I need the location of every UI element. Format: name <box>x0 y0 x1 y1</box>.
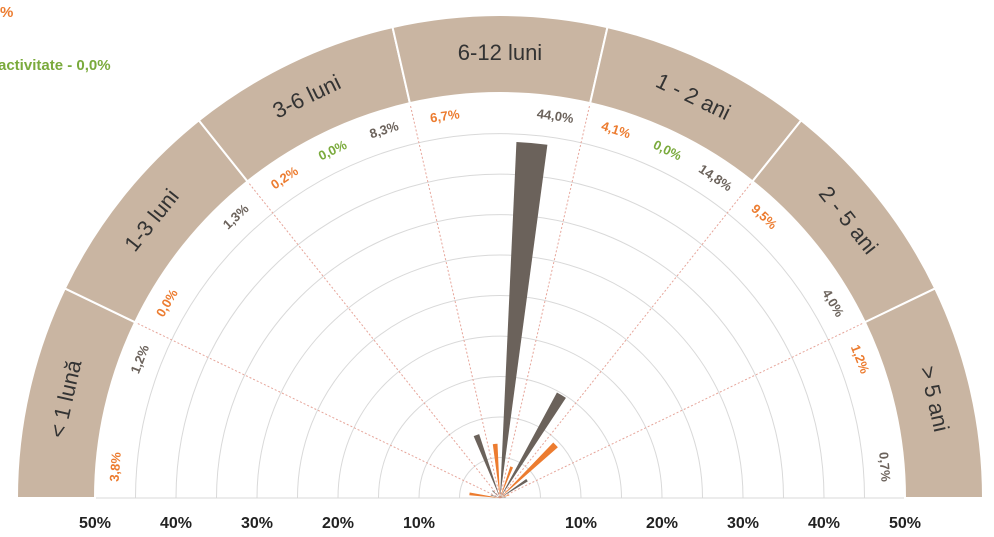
bar-orange <box>500 442 558 498</box>
value-label-dark: 44,0% <box>536 106 575 126</box>
value-label-orange: 4,1% <box>600 118 633 141</box>
value-label-orange: 6,7% <box>429 106 461 125</box>
bar-orange <box>499 496 500 498</box>
sector-divider <box>499 181 753 499</box>
axis-tick-right: 30% <box>727 515 759 532</box>
bar-dark <box>492 490 500 498</box>
bar-dark <box>500 478 528 498</box>
grid-ring <box>216 214 784 499</box>
value-label-dark: 8,3% <box>368 118 401 141</box>
axis-tick-right: 50% <box>889 515 921 532</box>
value-label-orange: 3,8% <box>107 451 124 482</box>
bar-dark <box>473 434 500 498</box>
axis-tick-right: 40% <box>808 515 840 532</box>
legend-entry: activitate - 0,0% <box>0 57 111 74</box>
sector-divider <box>499 103 591 499</box>
radial-axis-ticks: 50% 40% 30% 20% 10% 10% 20% 30% 40% 50% <box>79 515 921 532</box>
bar-orange <box>469 492 500 498</box>
value-label-dark: 1,3% <box>220 201 252 233</box>
value-label-orange: 9,5% <box>748 201 780 233</box>
axis-tick-left: 20% <box>322 515 354 532</box>
legend: % activitate - 0,0% <box>0 4 111 74</box>
grid-ring <box>175 173 825 499</box>
category-bands <box>15 14 985 499</box>
value-label-green: 0,0% <box>316 137 350 164</box>
bars <box>469 141 566 499</box>
axis-tick-right: 10% <box>565 515 597 532</box>
category-band <box>863 287 985 499</box>
grid-ring <box>418 416 582 499</box>
bar-dark <box>500 141 548 499</box>
sector-divider <box>409 103 501 499</box>
bar-orange <box>500 466 514 498</box>
bar-dark <box>500 496 506 498</box>
grid-ring <box>297 295 703 499</box>
value-label-dark: 1,2% <box>127 342 152 375</box>
value-label-orange: 0,2% <box>268 163 301 192</box>
axis-tick-left: 40% <box>160 515 192 532</box>
sector-dividers <box>134 103 866 499</box>
grid-ring <box>459 457 541 499</box>
grid-ring <box>337 335 663 499</box>
value-label-orange: 1,2% <box>848 343 873 376</box>
bar-orange <box>492 443 500 498</box>
axis-tick-left: 50% <box>79 515 111 532</box>
sector-divider <box>134 321 501 499</box>
value-label-green: 0,0% <box>651 137 685 164</box>
axis-tick-left: 10% <box>403 515 435 532</box>
sector-divider <box>499 321 866 499</box>
axis-tick-right: 20% <box>646 515 678 532</box>
bar-dark <box>490 494 500 498</box>
sector-divider <box>247 181 501 499</box>
bar-dark <box>500 392 566 498</box>
value-label-dark: 0,7% <box>876 451 893 482</box>
axis-tick-left: 30% <box>241 515 273 532</box>
value-label-dark: 4,0% <box>819 286 847 320</box>
bar-orange <box>500 494 510 498</box>
grid-ring <box>256 254 744 499</box>
grid-ring <box>135 133 865 499</box>
value-label-dark: 14,8% <box>696 161 735 194</box>
legend-entry: % <box>0 4 13 21</box>
grid-ring <box>378 376 622 499</box>
value-label-orange: 0,0% <box>153 286 181 320</box>
category-label: 6-12 luni <box>458 40 542 65</box>
